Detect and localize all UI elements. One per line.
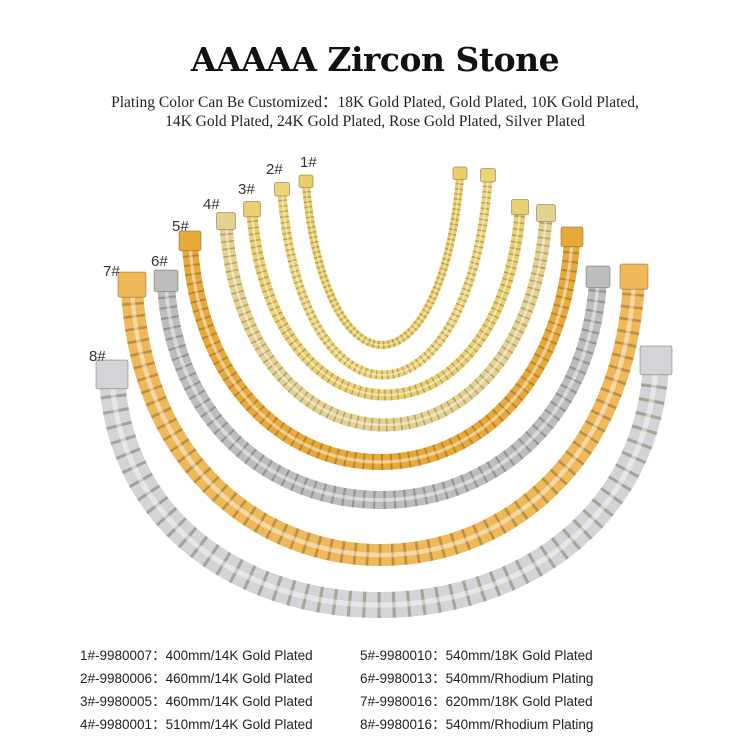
chain-links [277, 179, 493, 380]
chain-4 [216, 204, 556, 432]
clasp-icon [480, 168, 496, 183]
chain-label-5: 5# [172, 218, 189, 235]
chain-7 [117, 263, 649, 566]
spec-6: 6#-9980013：540mm/Rhodium Plating [360, 671, 594, 686]
chain-links [121, 281, 645, 566]
chain-links [99, 365, 669, 618]
chain-body [302, 177, 464, 349]
clasp-icon [639, 345, 673, 376]
chain-5 [178, 226, 584, 470]
chain-body [219, 217, 553, 432]
clasp-icon [511, 199, 529, 216]
page-title: AAAAA Zircon Stone [190, 40, 560, 79]
clasp-icon [117, 271, 147, 298]
spec-7: 7#-9980016：620mm/18K Gold Plated [360, 694, 593, 709]
chain-body [121, 281, 645, 566]
chain-body [277, 179, 493, 380]
chain-highlight [129, 281, 637, 558]
spec-3: 3#-9980005：460mm/14K Gold Plated [80, 694, 313, 709]
spec-8: 8#-9980016：540mm/Rhodium Plating [360, 717, 594, 732]
spec-4: 4#-9980001：510mm/14K Gold Plated [80, 717, 313, 732]
clasp-icon [298, 174, 314, 189]
chain-highlight [224, 217, 548, 427]
chain-body [182, 241, 580, 470]
chain-label-7: 7# [103, 263, 120, 280]
clasp-icon [178, 230, 202, 252]
plating-options-line2: 14K Gold Plated, 24K Gold Plated, Rose G… [165, 113, 585, 130]
chain-label-6: 6# [151, 253, 168, 270]
chain-highlight [109, 365, 659, 608]
clasp-icon [153, 269, 179, 293]
chain-highlight [188, 241, 574, 464]
chain-label-1: 1# [300, 154, 317, 171]
chain-highlight [281, 179, 489, 376]
chain-highlight [250, 211, 522, 396]
chain-1 [298, 166, 468, 349]
clasp-icon [452, 166, 468, 181]
spec-1: 1#-9980007：400mm/14K Gold Plated [80, 648, 313, 663]
chain-body [246, 211, 526, 401]
chain-links [219, 217, 553, 432]
chain-links [246, 211, 526, 401]
clasp-icon [216, 212, 236, 231]
chain-highlight [164, 281, 600, 502]
chain-6 [153, 265, 611, 509]
spec-2: 2#-9980006：460mm/14K Gold Plated [80, 671, 313, 686]
chain-body [157, 281, 607, 509]
chain-label-2: 2# [266, 161, 283, 178]
chain-3 [243, 199, 529, 401]
plating-options-line1: Plating Color Can Be Customized：18K Gold… [111, 94, 639, 111]
chain-label-4: 4# [203, 196, 220, 213]
chain-label-3: 3# [238, 181, 255, 198]
spec-5: 5#-9980010：540mm/18K Gold Plated [360, 648, 593, 663]
clasp-icon [619, 263, 649, 290]
chain-links [182, 241, 580, 470]
clasp-icon [243, 201, 261, 218]
clasp-icon [536, 204, 556, 223]
chain-2 [274, 168, 496, 380]
chain-8 [95, 345, 673, 618]
clasp-icon [274, 182, 290, 197]
clasp-icon [95, 359, 129, 390]
chain-links [302, 177, 464, 349]
clasp-icon [585, 265, 611, 289]
chain-highlight [305, 177, 461, 346]
clasp-icon [560, 226, 584, 248]
chain-body [99, 365, 669, 618]
chain-label-8: 8# [89, 348, 106, 365]
